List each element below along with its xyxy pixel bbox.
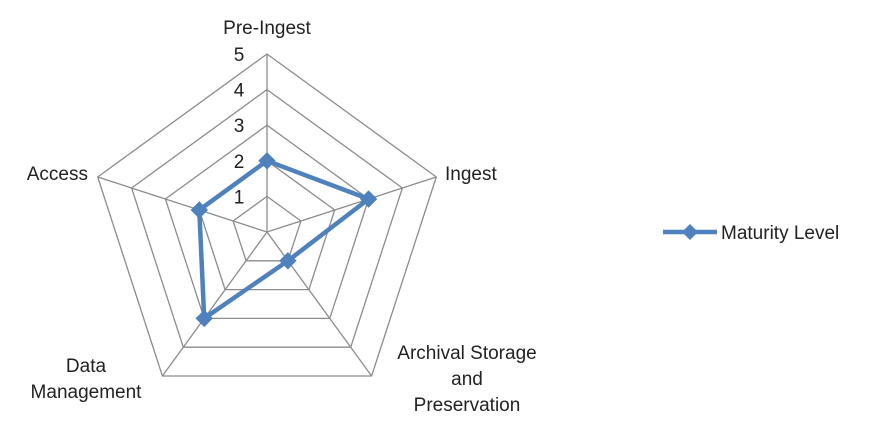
- category-label: Pre-Ingest: [223, 18, 311, 39]
- legend-marker: [682, 224, 698, 240]
- data-point-marker: [359, 190, 378, 208]
- radar-tick-labels: 1 2 3 4 5: [234, 45, 245, 208]
- category-label: Archival Storage and Preservation: [397, 343, 536, 416]
- grid-ring-5: [96, 53, 438, 377]
- grid-ring-3: [164, 124, 370, 320]
- tick-label: 2: [234, 152, 245, 173]
- grid-spoke: [97, 176, 268, 233]
- grid-spoke: [266, 176, 437, 233]
- radar-grid: [96, 53, 438, 377]
- tick-label: 1: [234, 187, 245, 208]
- radar-series: [190, 152, 378, 328]
- grid-spoke: [266, 231, 373, 377]
- data-point-marker: [258, 152, 276, 170]
- series-line: [197, 158, 371, 321]
- category-label: Data Management: [31, 356, 143, 403]
- tick-label: 3: [234, 116, 245, 137]
- category-label: Access: [27, 164, 88, 185]
- legend-label: Maturity Level: [721, 223, 839, 244]
- grid-ring-4: [130, 88, 404, 348]
- category-label: Ingest: [445, 164, 497, 185]
- data-point-marker: [195, 309, 213, 328]
- legend: Maturity Level: [663, 223, 839, 244]
- data-point-marker: [190, 201, 209, 219]
- tick-label: 4: [234, 81, 245, 102]
- grid-ring-1: [232, 195, 302, 262]
- grid-spoke: [161, 231, 268, 377]
- radar-category-labels: Pre-Ingest Ingest Archival Storage and Prese…: [27, 18, 537, 416]
- data-point-marker: [279, 252, 297, 270]
- tick-label: 5: [234, 45, 245, 66]
